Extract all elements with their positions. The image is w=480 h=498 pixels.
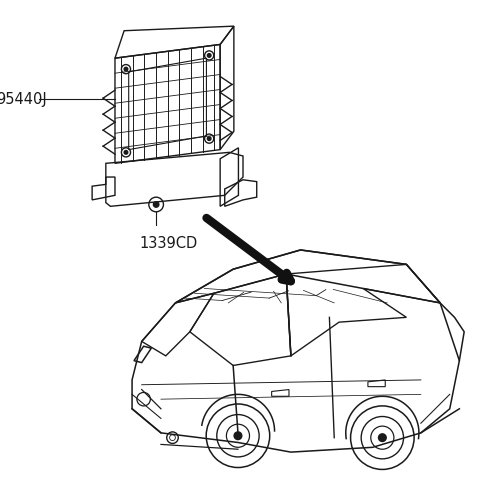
- Circle shape: [207, 54, 211, 57]
- Circle shape: [234, 432, 242, 440]
- Text: 95440J: 95440J: [0, 92, 47, 107]
- Circle shape: [124, 150, 128, 154]
- Circle shape: [207, 137, 211, 140]
- Circle shape: [154, 202, 159, 207]
- Text: 1339CD: 1339CD: [140, 237, 198, 251]
- Circle shape: [124, 67, 128, 71]
- Circle shape: [379, 434, 386, 442]
